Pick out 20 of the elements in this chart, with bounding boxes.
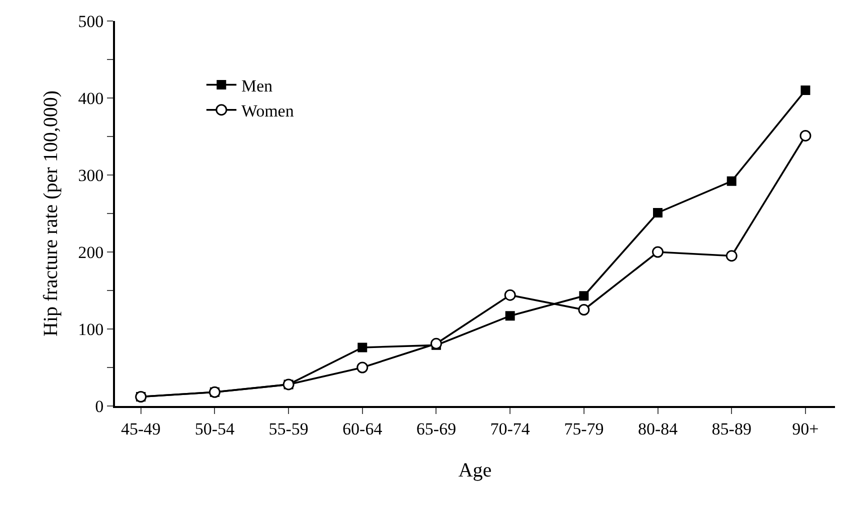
y-tick-label: 400 [78, 88, 104, 108]
x-tick-label: 85-89 [712, 419, 752, 438]
y-tick-label: 300 [78, 166, 104, 185]
x-tick-label: 45-49 [121, 419, 161, 438]
y-tick-label: 500 [78, 12, 104, 31]
x-tick-label: 65-69 [416, 419, 456, 438]
x-axis-title: Age [458, 459, 492, 482]
y-tick-label: 200 [78, 242, 104, 262]
y-tick-label: 0 [95, 396, 104, 416]
x-tick-label: 60-64 [342, 419, 383, 438]
x-tick-label: 55-59 [268, 419, 308, 438]
x-tick-label: 80-84 [638, 419, 678, 438]
x-tick-label: 90+ [792, 419, 819, 438]
x-tick-label: 50-54 [194, 419, 236, 438]
y-axis-title: Hip fracture rate (per 100,000) [40, 90, 62, 336]
y-tick-label: 100 [78, 320, 104, 339]
x-tick-label: 70-74 [490, 419, 530, 438]
legend-label: Men [241, 76, 274, 96]
x-tick-label: 75-79 [564, 419, 604, 438]
legend-label: Women [241, 101, 294, 120]
